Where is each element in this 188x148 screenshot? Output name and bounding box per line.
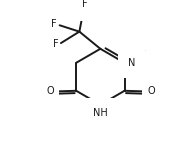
Text: F: F	[53, 39, 58, 49]
Text: O: O	[46, 86, 54, 96]
Text: N: N	[128, 58, 135, 68]
Text: F: F	[82, 0, 87, 9]
Text: F: F	[52, 19, 57, 29]
Text: O: O	[147, 86, 155, 96]
Text: NH: NH	[93, 108, 108, 118]
